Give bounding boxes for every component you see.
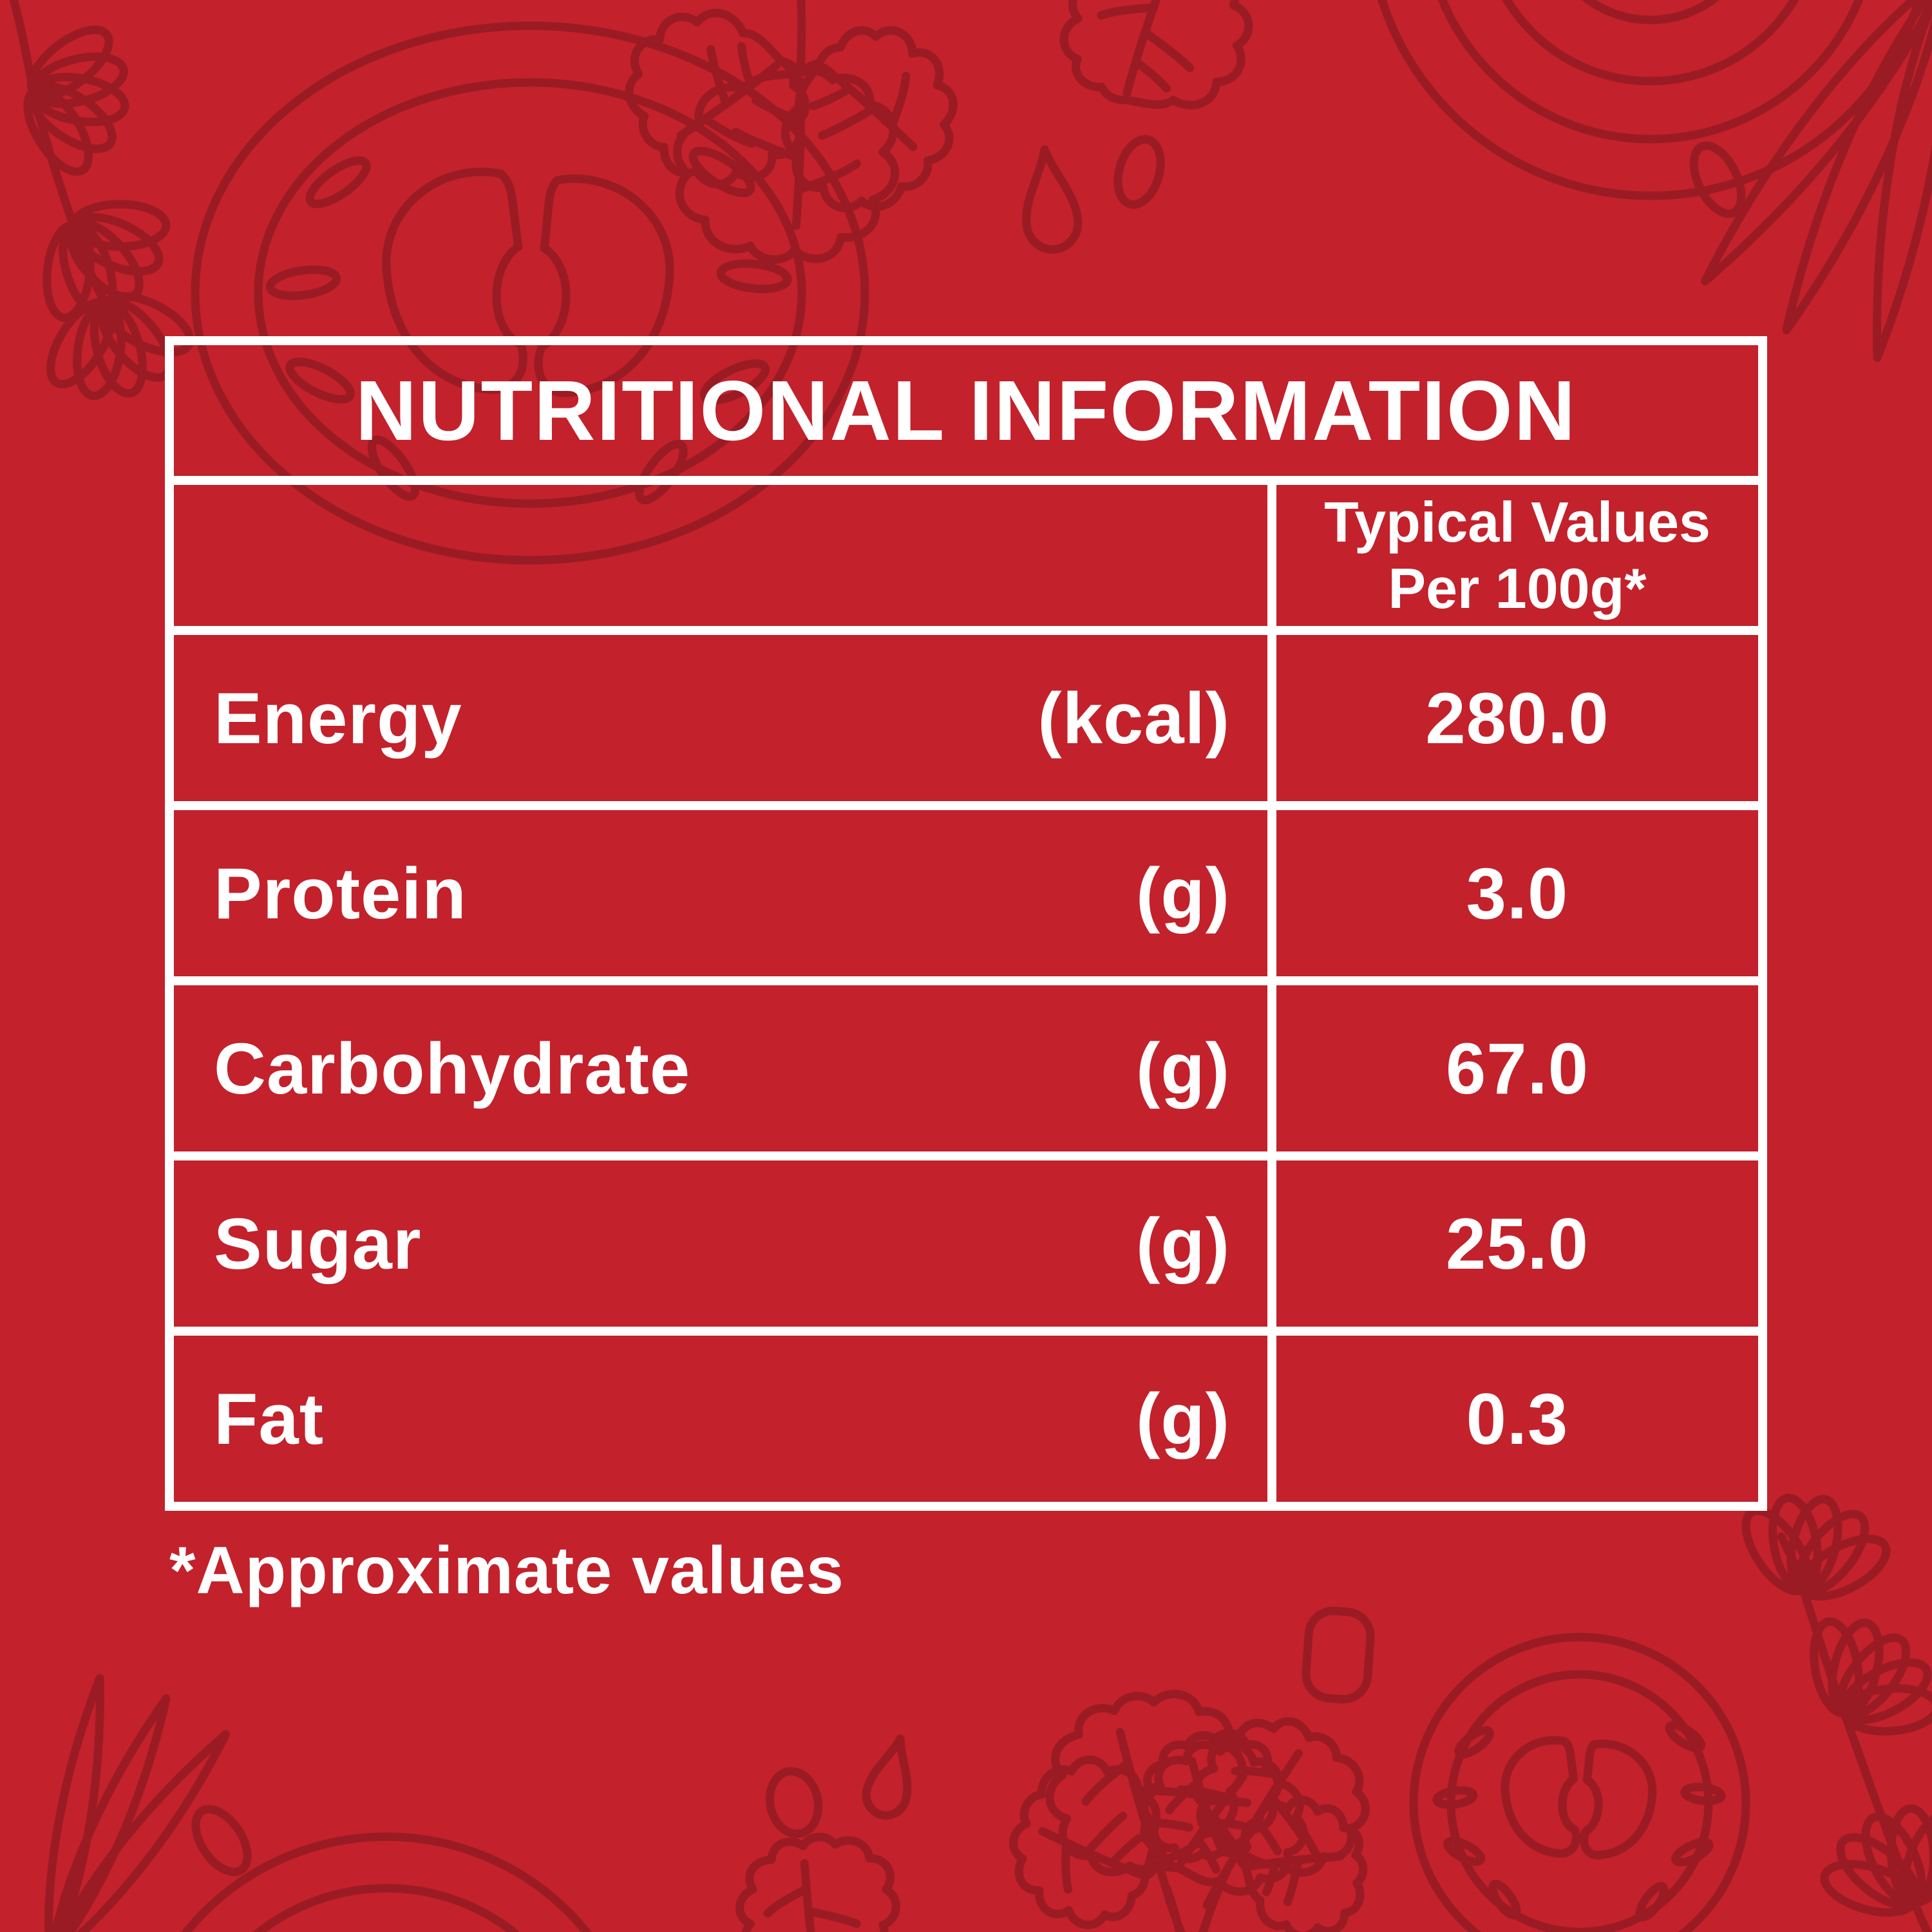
- table-row-energy: Energy (kcal) 280.0: [174, 626, 1758, 801]
- nutrition-table: NUTRITIONAL INFORMATION Typical Values P…: [165, 336, 1767, 1511]
- table-row-carbohydrate: Carbohydrate (g) 67.0: [174, 976, 1758, 1151]
- row-value: 3.0: [1466, 853, 1569, 934]
- row-unit: (g): [1135, 1378, 1230, 1459]
- parsley-leaf-icon: [1050, 0, 1264, 129]
- table-header-row: Typical Values Per 100g*: [174, 476, 1758, 626]
- value-column-header-line2: Per 100g*: [1388, 556, 1647, 620]
- row-unit: (g): [1135, 1203, 1230, 1284]
- page-title: NUTRITIONAL INFORMATION: [355, 363, 1577, 458]
- table-title-row: NUTRITIONAL INFORMATION: [174, 345, 1758, 476]
- footnote: *Approximate values: [169, 1533, 844, 1608]
- row-unit: (kcal): [1037, 677, 1230, 759]
- row-unit: (g): [1135, 1028, 1230, 1109]
- seed-drop-icon: [1019, 147, 1081, 252]
- table-row-sugar: Sugar (g) 25.0: [174, 1151, 1758, 1327]
- row-value: 280.0: [1425, 677, 1609, 759]
- row-label: Fat: [214, 1378, 324, 1459]
- row-label: Energy: [214, 677, 462, 759]
- radiating-petals-icon: [35, 1676, 238, 1932]
- seed-drop-icon: [862, 1734, 920, 1819]
- row-label: Carbohydrate: [214, 1028, 691, 1109]
- tomato-slice-icon: [1409, 1633, 1750, 1932]
- flower-branch-icon: [1, 0, 211, 417]
- pod-oval-icon: [191, 1804, 252, 1877]
- rounded-blob-icon: [1302, 1606, 1375, 1704]
- concentric-rings-icon: [1378, 0, 1924, 200]
- small-seed-circle-icon: [1113, 135, 1165, 209]
- value-column-header: Typical Values Per 100g*: [1267, 485, 1758, 626]
- pod-oval-icon: [1689, 141, 1746, 218]
- parsley-leaf-icon: [949, 1649, 1441, 1932]
- header-empty-cell: [174, 485, 1267, 626]
- row-value: 0.3: [1466, 1378, 1569, 1459]
- flower-branch-icon: [1719, 1479, 1932, 1932]
- table-row-fat: Fat (g) 0.3: [174, 1327, 1758, 1502]
- small-seed-circle-icon: [765, 1766, 823, 1839]
- value-column-header-line1: Typical Values: [1323, 490, 1710, 554]
- parsley-leaf-icon: [731, 1828, 904, 1932]
- row-value: 67.0: [1446, 1028, 1589, 1109]
- table-row-protein: Protein (g) 3.0: [174, 801, 1758, 976]
- concentric-rings-icon: [181, 1832, 592, 1932]
- row-label: Protein: [214, 853, 467, 934]
- row-value: 25.0: [1446, 1203, 1589, 1284]
- tomato-slice-icon: [191, 21, 869, 565]
- row-unit: (g): [1135, 853, 1230, 934]
- row-label: Sugar: [214, 1203, 422, 1284]
